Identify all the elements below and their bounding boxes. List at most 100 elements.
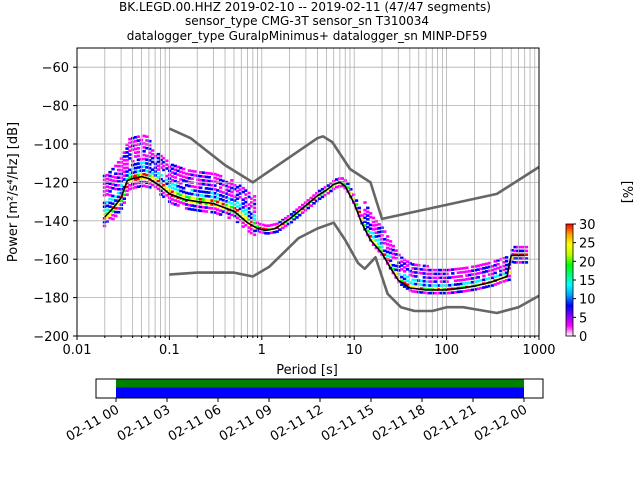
heatmap-cell (142, 169, 146, 172)
heatmap-cell (402, 266, 407, 269)
heatmap-cell (133, 139, 138, 143)
heatmap-cell (204, 187, 209, 190)
heatmap-cell (496, 259, 500, 262)
heatmap-cell (499, 281, 503, 284)
colorbar-tick-label: 10 (579, 293, 596, 308)
heatmap-cell (516, 261, 520, 264)
heatmap-cell (187, 173, 192, 176)
heatmap-cell (182, 175, 186, 178)
heatmap-cell (374, 246, 378, 250)
heatmap-cell (162, 160, 166, 164)
heatmap-cell (363, 201, 367, 204)
heatmap-cell (201, 206, 206, 209)
heatmap-cell (145, 185, 149, 188)
heatmap-cell (363, 208, 367, 212)
heatmap-cell (224, 184, 228, 188)
heatmap-cell (116, 180, 121, 183)
heatmap-cell (244, 200, 248, 204)
heatmap-cell (179, 174, 183, 177)
heatmap-cell (218, 209, 223, 212)
heatmap-cell (233, 203, 237, 206)
heatmap-cell (235, 209, 240, 212)
heatmap-cell (244, 197, 248, 200)
heatmap-cell (241, 213, 245, 217)
heatmap-cell (156, 172, 160, 175)
y-tick-label: −60 (42, 61, 69, 76)
heatmap-cell (156, 160, 160, 164)
heatmap-cell (233, 214, 237, 218)
heatmap-cell (499, 273, 503, 277)
heatmap-cell (122, 155, 126, 158)
heatmap-cell (391, 248, 395, 252)
heatmap-cell (201, 190, 206, 194)
heatmap-cell (445, 284, 449, 287)
heatmap-cell (142, 165, 146, 168)
heatmap-cell (156, 152, 160, 156)
heatmap-cell (349, 188, 353, 191)
heatmap-cell (252, 214, 257, 217)
heatmap-cell (105, 216, 109, 219)
heatmap-cell (502, 260, 506, 264)
heatmap-cell (199, 178, 203, 182)
heatmap-cell (487, 284, 492, 288)
heatmap-cell (445, 280, 449, 283)
heatmap-cell (425, 268, 429, 272)
heatmap-cell (309, 196, 313, 200)
heatmap-cell (196, 209, 200, 212)
heatmap-cell (252, 221, 257, 225)
heatmap-cell (238, 211, 243, 214)
heatmap-cell (233, 187, 237, 191)
heatmap-cell (368, 215, 373, 219)
heatmap-cell (116, 191, 121, 195)
heatmap-cell (148, 166, 152, 170)
heatmap-cell (221, 191, 226, 194)
heatmap-cell (414, 278, 418, 282)
heatmap-cell (250, 231, 254, 235)
heatmap-cell (442, 280, 446, 283)
heatmap-cell (170, 179, 175, 182)
colorbar-tick-label: 5 (579, 311, 587, 326)
heatmap-cell (216, 200, 220, 204)
heatmap-cell (213, 207, 217, 210)
heatmap-cell (504, 267, 509, 271)
heatmap-cell (292, 218, 296, 221)
heatmap-cell (199, 201, 203, 205)
heatmap-cell (165, 174, 169, 178)
heatmap-cell (173, 191, 177, 195)
heatmap-cell (400, 275, 404, 279)
heatmap-cell (436, 272, 441, 276)
heatmap-cell (142, 157, 146, 161)
heatmap-cell (133, 170, 138, 174)
heatmap-cell (298, 213, 302, 217)
heatmap-cell (159, 181, 163, 185)
heatmap-cell (402, 273, 407, 277)
x-tick-label: 100 (434, 343, 459, 358)
colorbar-tick-label: 20 (579, 255, 596, 270)
heatmap-cell (244, 223, 248, 227)
heatmap-cell (136, 185, 141, 188)
heatmap-cell (122, 162, 126, 166)
heatmap-cell (422, 276, 427, 279)
heatmap-cell (165, 178, 169, 182)
heatmap-cell (504, 271, 509, 275)
heatmap-cell (190, 173, 194, 177)
heatmap-cell (439, 268, 444, 272)
heatmap-cell (136, 170, 141, 173)
heatmap-cell (116, 164, 121, 168)
heatmap-cell (519, 245, 523, 249)
heatmap-cell (371, 239, 376, 243)
heatmap-cell (216, 208, 220, 211)
heatmap-cell (235, 216, 240, 220)
heatmap-cell (133, 174, 138, 177)
heatmap-cell (459, 278, 463, 282)
heatmap-cell (493, 260, 497, 263)
heatmap-cell (111, 213, 115, 217)
heatmap-cell (187, 177, 192, 180)
heatmap-cell (148, 159, 152, 162)
heatmap-cell (445, 272, 449, 276)
heatmap-cell (519, 249, 523, 253)
heatmap-cell (247, 218, 251, 222)
heatmap-cell (182, 202, 186, 205)
heatmap-cell (264, 228, 268, 231)
heatmap-cell (213, 211, 217, 214)
